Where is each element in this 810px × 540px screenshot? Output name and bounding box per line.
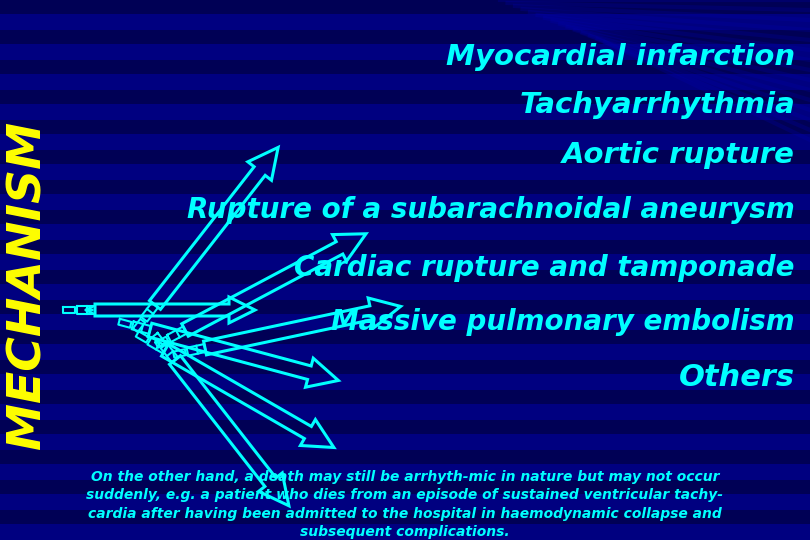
Text: Massive pulmonary embolism: Massive pulmonary embolism — [331, 308, 795, 336]
Text: Tachyarrhythmia: Tachyarrhythmia — [519, 91, 795, 119]
Text: Myocardial infarction: Myocardial infarction — [446, 43, 795, 71]
Text: MECHANISM: MECHANISM — [6, 121, 50, 449]
Text: Cardiac rupture and tamponade: Cardiac rupture and tamponade — [295, 254, 795, 282]
Text: Rupture of a subarachnoidal aneurysm: Rupture of a subarachnoidal aneurysm — [187, 196, 795, 224]
Text: On the other hand, a death may still be arrhyth-mic in nature but may not occur
: On the other hand, a death may still be … — [87, 470, 723, 539]
Text: Aortic rupture: Aortic rupture — [562, 141, 795, 169]
Text: Others: Others — [679, 363, 795, 393]
